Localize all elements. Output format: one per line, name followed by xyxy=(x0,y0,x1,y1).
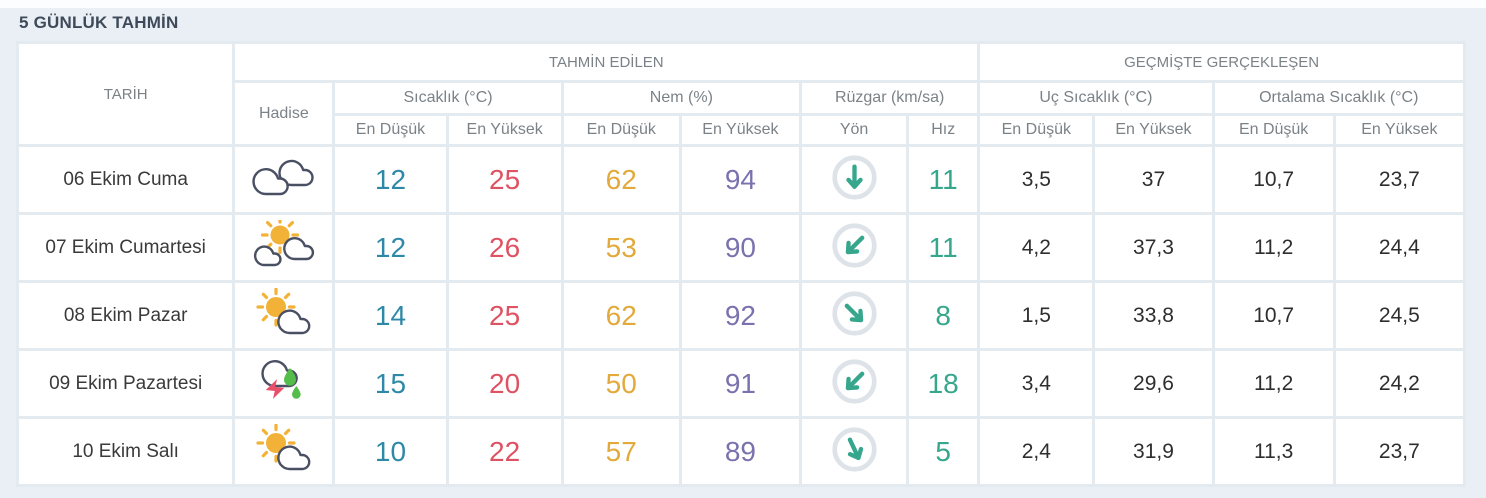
humidity-max-cell: 91 xyxy=(681,351,799,416)
past-average-min-cell: 10,7 xyxy=(1214,283,1333,348)
subheader-average-min: En Düşük xyxy=(1214,116,1333,144)
wind-direction-icon xyxy=(830,221,879,270)
temp-max-cell: 22 xyxy=(448,419,561,484)
temp-min-cell: 12 xyxy=(335,215,446,280)
date-cell: 08 Ekim Pazar xyxy=(19,283,233,348)
wind-direction-cell xyxy=(801,215,907,280)
past-extreme-min-cell: 1,5 xyxy=(980,283,1093,348)
subheader-wind-direction: Yön xyxy=(801,116,907,144)
partly-sunny-two-clouds-icon xyxy=(251,220,317,270)
past-extreme-max-cell: 31,9 xyxy=(1095,419,1212,484)
temp-max-cell: 20 xyxy=(448,351,561,416)
temp-min-cell: 12 xyxy=(335,147,446,212)
past-average-max-cell: 23,7 xyxy=(1335,419,1463,484)
forecast-row: 08 Ekim Pazar 14 25 62 92 8 1,5 33,8 10,… xyxy=(19,283,1463,348)
humidity-max-cell: 90 xyxy=(681,215,799,280)
past-average-min-cell: 11,2 xyxy=(1214,351,1333,416)
past-average-max-cell: 24,2 xyxy=(1335,351,1463,416)
past-extreme-max-cell: 33,8 xyxy=(1095,283,1212,348)
humidity-max-cell: 94 xyxy=(681,147,799,212)
condition-cell xyxy=(235,215,333,280)
temp-min-cell: 15 xyxy=(335,351,446,416)
group-header-extreme-temperature: Uç Sıcaklık (°C) xyxy=(980,83,1212,113)
forecast-row: 10 Ekim Salı 10 22 57 89 5 2,4 31,9 11,3… xyxy=(19,419,1463,484)
subheader-extreme-max: En Yüksek xyxy=(1095,116,1212,144)
past-extreme-min-cell: 3,5 xyxy=(980,147,1093,212)
forecast-row: 09 Ekim Pazartesi 15 20 50 91 18 3,4 29,… xyxy=(19,351,1463,416)
humidity-min-cell: 62 xyxy=(563,147,679,212)
partly-sunny-icon xyxy=(251,424,317,474)
wind-direction-icon xyxy=(830,357,879,406)
temp-min-cell: 10 xyxy=(335,419,446,484)
wind-direction-icon xyxy=(830,289,879,338)
humidity-max-cell: 92 xyxy=(681,283,799,348)
forecast-row: 06 Ekim Cuma 12 25 62 94 11 3,5 37 10,7 … xyxy=(19,147,1463,212)
wind-direction-cell xyxy=(801,351,907,416)
column-header-predicted: TAHMİN EDİLEN xyxy=(235,44,978,80)
wind-direction-icon xyxy=(830,425,879,474)
past-average-max-cell: 23,7 xyxy=(1335,147,1463,212)
humidity-min-cell: 57 xyxy=(563,419,679,484)
subheader-temp-max: En Yüksek xyxy=(448,116,561,144)
wind-direction-cell xyxy=(801,147,907,212)
wind-speed-cell: 8 xyxy=(909,283,978,348)
group-header-wind: Rüzgar (km/sa) xyxy=(801,83,978,113)
subheader-humidity-min: En Düşük xyxy=(563,116,679,144)
past-extreme-max-cell: 37 xyxy=(1095,147,1212,212)
past-average-min-cell: 11,3 xyxy=(1214,419,1333,484)
subheader-humidity-max: En Yüksek xyxy=(681,116,799,144)
past-average-min-cell: 10,7 xyxy=(1214,147,1333,212)
date-cell: 10 Ekim Salı xyxy=(19,419,233,484)
wind-speed-cell: 18 xyxy=(909,351,978,416)
cloudy-icon xyxy=(251,154,317,200)
page-title: 5 GÜNLÜK TAHMİN xyxy=(19,13,179,32)
subheader-average-max: En Yüksek xyxy=(1335,116,1463,144)
group-header-average-temperature: Ortalama Sıcaklık (°C) xyxy=(1214,83,1463,113)
temp-min-cell: 14 xyxy=(335,283,446,348)
forecast-row: 07 Ekim Cumartesi 12 26 53 90 11 4,2 37,… xyxy=(19,215,1463,280)
temp-max-cell: 25 xyxy=(448,283,561,348)
subheader-extreme-min: En Düşük xyxy=(980,116,1093,144)
temp-max-cell: 25 xyxy=(448,147,561,212)
wind-speed-cell: 11 xyxy=(909,215,978,280)
past-average-max-cell: 24,5 xyxy=(1335,283,1463,348)
date-cell: 06 Ekim Cuma xyxy=(19,147,233,212)
date-cell: 09 Ekim Pazartesi xyxy=(19,351,233,416)
thunderstorm-rain-icon xyxy=(251,354,317,408)
forecast-table: TARİH TAHMİN EDİLEN GEÇMİŞTE GERÇEKLEŞEN… xyxy=(16,41,1466,487)
group-header-humidity: Nem (%) xyxy=(563,83,799,113)
humidity-min-cell: 53 xyxy=(563,215,679,280)
group-header-temperature: Sıcaklık (°C) xyxy=(335,83,561,113)
condition-cell xyxy=(235,419,333,484)
past-extreme-max-cell: 37,3 xyxy=(1095,215,1212,280)
wind-direction-cell xyxy=(801,419,907,484)
condition-cell xyxy=(235,147,333,212)
wind-direction-cell xyxy=(801,283,907,348)
humidity-min-cell: 50 xyxy=(563,351,679,416)
condition-cell xyxy=(235,351,333,416)
past-extreme-max-cell: 29,6 xyxy=(1095,351,1212,416)
column-header-past: GEÇMİŞTE GERÇEKLEŞEN xyxy=(980,44,1463,80)
past-extreme-min-cell: 3,4 xyxy=(980,351,1093,416)
wind-speed-cell: 11 xyxy=(909,147,978,212)
top-strip xyxy=(0,0,1486,8)
subheader-wind-speed: Hız xyxy=(909,116,978,144)
past-average-max-cell: 24,4 xyxy=(1335,215,1463,280)
temp-max-cell: 26 xyxy=(448,215,561,280)
partly-sunny-icon xyxy=(251,288,317,338)
past-extreme-min-cell: 4,2 xyxy=(980,215,1093,280)
condition-cell xyxy=(235,283,333,348)
subheader-temp-min: En Düşük xyxy=(335,116,446,144)
past-extreme-min-cell: 2,4 xyxy=(980,419,1093,484)
wind-speed-cell: 5 xyxy=(909,419,978,484)
humidity-min-cell: 62 xyxy=(563,283,679,348)
humidity-max-cell: 89 xyxy=(681,419,799,484)
column-header-date: TARİH xyxy=(19,44,233,144)
wind-direction-icon xyxy=(830,153,879,202)
past-average-min-cell: 11,2 xyxy=(1214,215,1333,280)
column-header-condition: Hadise xyxy=(235,83,333,144)
date-cell: 07 Ekim Cumartesi xyxy=(19,215,233,280)
